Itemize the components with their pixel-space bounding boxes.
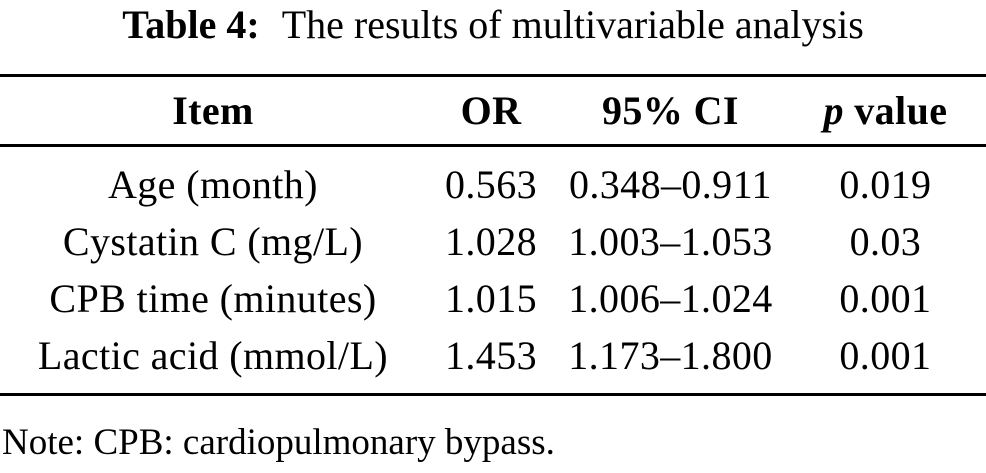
ci-cell: 0.348–0.911 bbox=[568, 162, 772, 207]
table-row: CPB time (minutes) 1.015 1.006–1.024 0.0… bbox=[0, 270, 986, 327]
table-note: Note: CPB: cardiopulmonary bypass. bbox=[2, 422, 555, 463]
ci-cell: 1.173–1.800 bbox=[568, 333, 773, 378]
col-header-p-value: p value bbox=[784, 75, 986, 147]
table-caption-label: Table 4: bbox=[122, 2, 260, 47]
col-header-ci: 95% CI bbox=[556, 75, 785, 147]
item-cell: Age (month) bbox=[108, 162, 318, 207]
or-cell: 1.015 bbox=[445, 276, 537, 321]
item-cell: Lactic acid (mmol/L) bbox=[37, 333, 388, 378]
or-cell: 0.563 bbox=[445, 162, 537, 207]
table-header-row: Item OR 95% CI p value bbox=[0, 75, 986, 147]
table-row: Cystatin C (mg/L) 1.028 1.003–1.053 0.03 bbox=[0, 213, 986, 270]
p-cell: 0.019 bbox=[839, 162, 932, 207]
table-caption-text: The results of multivariable analysis bbox=[281, 2, 864, 47]
p-cell: 0.03 bbox=[849, 219, 922, 264]
ci-cell: 1.003–1.053 bbox=[568, 219, 773, 264]
p-cell: 0.001 bbox=[839, 276, 932, 321]
or-cell: 1.028 bbox=[445, 219, 537, 264]
p-value-italic-p: p bbox=[823, 88, 844, 133]
table-caption: Table 4: The results of multivariable ana… bbox=[0, 2, 986, 48]
item-cell: Cystatin C (mg/L) bbox=[62, 219, 364, 264]
p-cell: 0.001 bbox=[839, 333, 932, 378]
results-table: Item OR 95% CI p value Age (month) 0.563 … bbox=[0, 74, 986, 396]
p-value-rest: value bbox=[854, 88, 948, 133]
ci-cell: 1.006–1.024 bbox=[568, 276, 773, 321]
or-cell: 1.453 bbox=[445, 333, 537, 378]
item-cell: CPB time (minutes) bbox=[49, 276, 377, 321]
table-row: Lactic acid (mmol/L) 1.453 1.173–1.800 0… bbox=[0, 327, 986, 395]
table-row: Age (month) 0.563 0.348–0.911 0.019 bbox=[0, 146, 986, 214]
col-header-or: OR bbox=[425, 75, 557, 147]
col-header-item: Item bbox=[0, 75, 426, 147]
